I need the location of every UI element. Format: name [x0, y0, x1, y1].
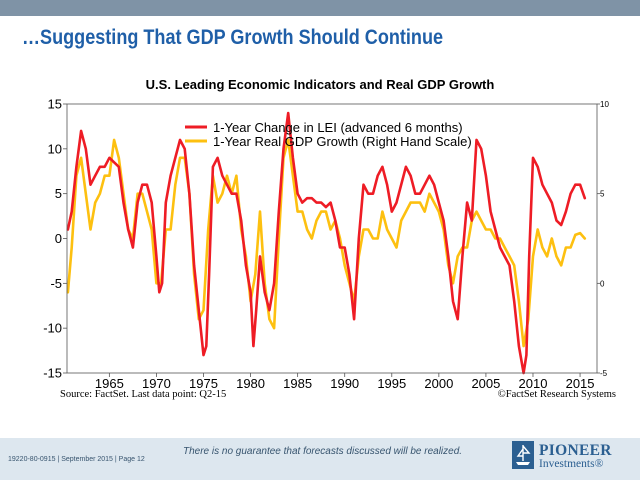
legend-label: 1-Year Change in LEI (advanced 6 months) — [213, 120, 463, 135]
gdp-series-line — [66, 138, 587, 348]
x-tick-label: 1975 — [189, 376, 218, 391]
x-tick-label: 1995 — [377, 376, 406, 391]
y-left-tick-label: 0 — [55, 231, 62, 246]
y-left-tick-label: 15 — [48, 97, 62, 112]
x-tick-label: 1980 — [236, 376, 265, 391]
axes: -15 -10 -5 0 5 10 15 -5 0 5 10 1965 1970 1975 1980 1985… — [43, 97, 609, 392]
legend-label: 1-Year Real GDP Growth (Right Hand Scale… — [213, 134, 472, 149]
x-tick-label: 1970 — [142, 376, 171, 391]
slide-title: …Suggesting That GDP Growth Should Conti… — [22, 26, 444, 49]
y-left-tick-label: 10 — [48, 141, 62, 156]
legend: 1-Year Change in LEI (advanced 6 months)… — [185, 120, 472, 149]
y-left-tick-label: -10 — [43, 321, 62, 336]
chart-title: U.S. Leading Economic Indicators and Rea… — [145, 77, 495, 92]
disclaimer-text: There is no guarantee that forecasts dis… — [183, 446, 463, 457]
logo-sub: Investments® — [539, 458, 604, 470]
x-tick-label: 2015 — [566, 376, 595, 391]
source-note: Source: FactSet. Last data point: Q2-15 — [60, 389, 227, 400]
lei-series-line — [66, 111, 587, 375]
copyright-note: ©FactSet Research Systems — [497, 389, 616, 400]
logo-name: PIONEER — [539, 442, 612, 459]
x-tick-label: 2010 — [519, 376, 548, 391]
y-right-tick-label: 0 — [600, 279, 605, 288]
series-lines — [66, 111, 587, 375]
document-reference: 19220-80-0915 | September 2015 | Page 12 — [8, 456, 145, 463]
pioneer-logo: PIONEER Investments® — [512, 441, 630, 473]
x-tick-label: 1965 — [95, 376, 124, 391]
x-tick-label: 2000 — [424, 376, 453, 391]
y-left-tick-label: 5 — [55, 186, 62, 201]
x-tick-label: 1985 — [283, 376, 312, 391]
x-tick-label: 2005 — [471, 376, 500, 391]
header-band — [0, 0, 640, 16]
y-right-tick-label: 10 — [600, 100, 609, 109]
y-right-tick-label: 5 — [600, 190, 605, 199]
y-left-tick-label: -5 — [50, 276, 62, 291]
y-right-tick-label: -5 — [600, 369, 608, 378]
x-tick-label: 1990 — [330, 376, 359, 391]
y-left-tick-label: -15 — [43, 366, 62, 381]
ship-icon — [512, 441, 534, 469]
